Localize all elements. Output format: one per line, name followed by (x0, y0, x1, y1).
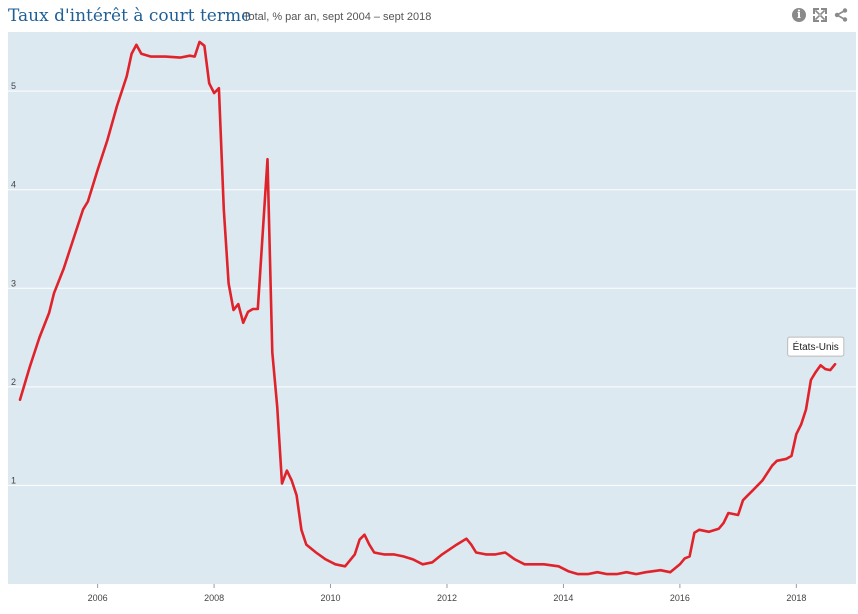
y-tick-label-3: 3 (11, 278, 16, 288)
plot-area (8, 32, 856, 584)
x-tick-label-2016: 2016 (670, 593, 690, 603)
expand-button[interactable] (813, 8, 827, 22)
x-tick-label-2006: 2006 (88, 593, 108, 603)
y-tick-label-4: 4 (11, 180, 16, 190)
annotation-layer: États-Unis (787, 336, 845, 357)
gridlines (8, 90, 856, 486)
series-layer (18, 40, 837, 576)
info-icon: i (792, 8, 806, 22)
tooltip-label-0: États-Unis (793, 340, 839, 353)
x-tick-label-2018: 2018 (786, 593, 806, 603)
y-tick-label-1: 1 (11, 475, 16, 485)
chart-title: Taux d'intérêt à court terme (8, 6, 252, 26)
chart-header: Taux d'intérêt à court terme Total, % pa… (0, 0, 858, 32)
x-tick-label-2012: 2012 (437, 593, 457, 603)
series-tooltip: États-Unis (787, 336, 845, 357)
y-tick-label-5: 5 (11, 81, 16, 91)
expand-icon (813, 8, 827, 22)
y-axis: 1 2 3 4 5 (11, 81, 16, 485)
share-icon (834, 8, 848, 22)
chart-subtitle: Total, % par an, sept 2004 – sept 2018 (243, 11, 432, 23)
y-tick-label-2: 2 (11, 377, 16, 387)
series-line-0[interactable] (18, 40, 837, 576)
x-axis: 2006 2008 2010 2012 2014 2016 2018 (88, 584, 806, 603)
toolbar: i (792, 8, 848, 22)
line-chart: 1 2 3 4 5 2006 2008 2010 2012 2014 2016 2018 États… (8, 32, 856, 603)
x-tick-label-2014: 2014 (553, 593, 573, 603)
x-tick-label-2010: 2010 (321, 593, 341, 603)
tooltip-box-0 (787, 336, 845, 357)
share-button[interactable] (834, 8, 848, 22)
x-tick-label-2008: 2008 (204, 593, 224, 603)
info-button[interactable]: i (792, 8, 806, 22)
